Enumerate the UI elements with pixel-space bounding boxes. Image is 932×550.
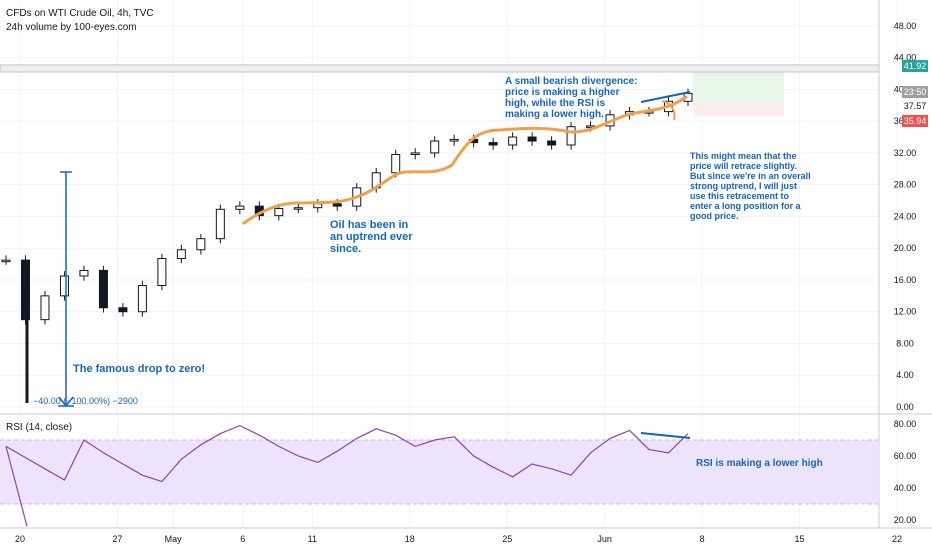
price-tick-label: 12.00 <box>894 307 917 317</box>
rsi-pane <box>0 424 879 527</box>
candle-body <box>332 203 342 207</box>
divergence-note-line: price is making a higher <box>505 87 620 98</box>
time-tick-label: 27 <box>112 534 122 544</box>
candle-body <box>196 238 206 251</box>
candle-body <box>40 295 50 321</box>
rsi-tick-label: 80.00 <box>894 419 917 429</box>
rsi-line <box>5 424 689 483</box>
rsi-drop-segment <box>5 446 28 527</box>
candle-body <box>527 136 537 142</box>
rsi-band <box>0 440 879 504</box>
candle-body <box>176 249 186 260</box>
price-tick-label: 4.00 <box>896 370 914 380</box>
time-axis: 20 27 May 6 11 18 25 Jun 8 15 22 <box>15 534 902 544</box>
price-tag-countdown: 23:50 <box>902 86 928 98</box>
price-tick-label: 8.00 <box>896 338 914 348</box>
candle-body <box>157 258 167 287</box>
candle-body <box>1 259 11 263</box>
divergence-note-line: A small bearish divergence: <box>505 76 638 87</box>
candle-body <box>313 203 323 209</box>
divergence-note-line: high, while the RSI is <box>505 98 606 109</box>
retrace-note-line: strong uptrend, I will just <box>690 181 797 191</box>
time-tick-label: 6 <box>240 534 245 544</box>
candle-body <box>508 136 518 146</box>
uptrend-note-line: Oil has been in <box>330 219 409 231</box>
candle-body <box>566 126 576 146</box>
drop-note: The famous drop to zero! <box>73 363 205 375</box>
rsi-tick-label: 40.00 <box>894 483 917 493</box>
candle-body <box>215 208 225 240</box>
price-tick-label: 16.00 <box>894 275 917 285</box>
time-tick-label: 18 <box>405 534 415 544</box>
candle-body <box>118 307 128 313</box>
retrace-note-line: But since we're in an overall <box>690 171 811 181</box>
time-tick-label: May <box>165 534 183 544</box>
volume-label: 24h volume by 100-eyes.com <box>6 22 137 33</box>
price-tick-label: 32.00 <box>894 148 917 158</box>
price-tick-label: 44.00 <box>894 53 917 63</box>
rsi-tick-label: 20.00 <box>894 515 917 525</box>
candle-body <box>391 154 401 174</box>
time-tick-label: Jun <box>597 534 612 544</box>
candle-body <box>547 140 557 146</box>
price-tick-label: 48.00 <box>894 21 917 31</box>
price-tick-label: 20.00 <box>894 243 917 253</box>
price-tick-label: 28.00 <box>894 180 917 190</box>
divergence-note: A small bearish divergence: price is mak… <box>505 76 637 120</box>
candle-body <box>59 275 69 297</box>
time-tick-label: 11 <box>308 534 317 544</box>
uptrend-note-line: an uptrend ever <box>330 231 413 243</box>
uptrend-note-line: since. <box>330 243 362 255</box>
orange-trend-curve <box>242 95 688 225</box>
retrace-note-line: This might mean that the <box>690 151 797 161</box>
horizontal-band <box>0 64 880 73</box>
candle-body <box>137 285 147 313</box>
candle-body <box>98 269 108 309</box>
candle-body <box>293 207 303 210</box>
retrace-note: This might mean that the price will retr… <box>690 151 811 221</box>
retrace-note-line: use this retracement to <box>690 191 790 201</box>
position-profit-zone <box>693 67 784 102</box>
candle-body <box>274 208 284 217</box>
divergence-note-line: making a lower high. <box>505 109 604 120</box>
orange-retrace-arrow <box>661 100 676 121</box>
candle-body <box>488 142 498 146</box>
retrace-note-line: good price. <box>690 211 739 221</box>
time-tick-label: 22 <box>892 534 902 544</box>
uptrend-note: Oil has been in an uptrend ever since. <box>330 219 413 255</box>
candle-body <box>430 140 440 154</box>
rsi-divergence-line <box>640 432 691 439</box>
rsi-note: RSI is making a lower high <box>696 458 823 469</box>
time-tick-label: 15 <box>795 534 805 544</box>
position-loss-zone <box>693 102 784 116</box>
retrace-note-line: enter a long position for a <box>690 201 801 211</box>
price-tick-label: 24.00 <box>894 211 917 221</box>
retrace-note-line: price will retrace slightly. <box>690 161 797 171</box>
price-tag-last: 37.57 <box>902 100 928 112</box>
price-divergence-line <box>640 91 691 103</box>
chart-title: CFDs on WTI Crude Oil, 4h, TVC <box>6 8 154 19</box>
candle-body <box>410 152 420 156</box>
rsi-tick-label: 60.00 <box>894 451 917 461</box>
candle-body <box>449 138 459 142</box>
candle-body <box>20 259 30 321</box>
price-tick-label: 0.00 <box>896 402 914 412</box>
price-tag-stop: 35.94 <box>902 115 928 127</box>
time-tick-label: 8 <box>700 534 705 544</box>
candle-body <box>235 205 245 210</box>
time-tick-label: 20 <box>15 534 25 544</box>
time-tick-label: 25 <box>502 534 512 544</box>
drop-measure-label: −40.00 (−100.00%) −2900 <box>33 396 138 406</box>
price-tag-high: 41.92 <box>902 60 928 72</box>
candlesticks <box>1 88 693 404</box>
rsi-label: RSI (14, close) <box>6 422 73 433</box>
candle-body <box>79 269 89 277</box>
